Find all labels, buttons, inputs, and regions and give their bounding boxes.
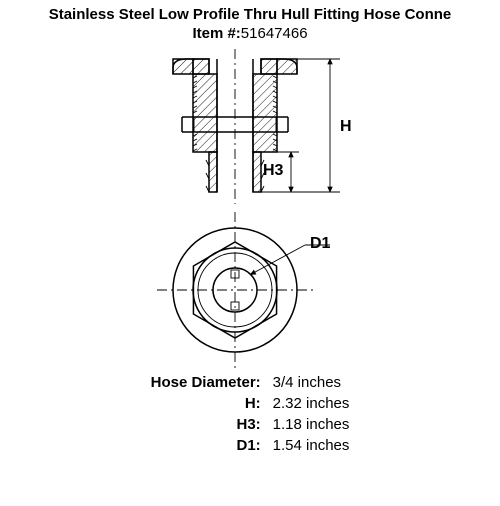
product-title: Stainless Steel Low Profile Thru Hull Fi… [0,6,500,23]
spec-label: H: [145,393,267,414]
item-label: Item #: [192,25,240,42]
spec-label: H3: [145,414,267,435]
spec-value: 1.54 inches [267,435,356,456]
spec-row: D1:1.54 inches [145,435,356,456]
technical-diagram: H H3 D1 [0,42,500,372]
spec-row: H3:1.18 inches [145,414,356,435]
spec-row: Hose Diameter:3/4 inches [145,372,356,393]
spec-label: D1: [145,435,267,456]
item-number-line: Item #:51647466 [0,25,500,42]
spec-value: 1.18 inches [267,414,356,435]
spec-value: 3/4 inches [267,372,356,393]
spec-label: Hose Diameter: [145,372,267,393]
spec-row: H:2.32 inches [145,393,356,414]
item-number: 51647466 [241,25,308,42]
dimension-label-H3: H3 [263,162,283,180]
spec-value: 2.32 inches [267,393,356,414]
dimension-label-D1: D1 [310,235,330,253]
spec-table: Hose Diameter:3/4 inchesH:2.32 inchesH3:… [145,372,356,456]
dimension-label-H: H [340,118,352,136]
